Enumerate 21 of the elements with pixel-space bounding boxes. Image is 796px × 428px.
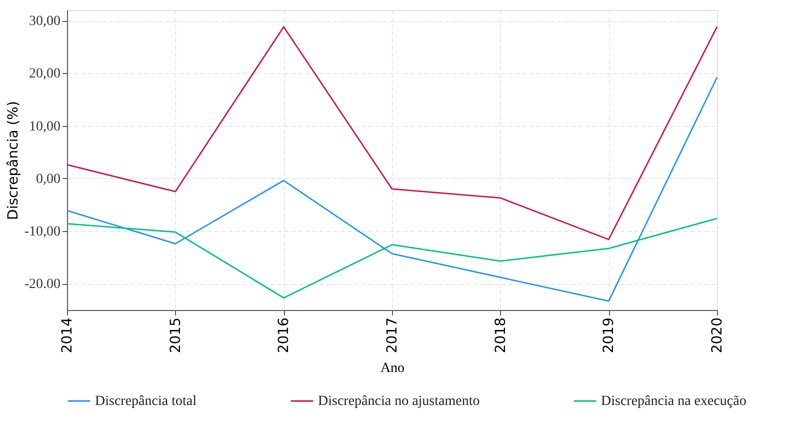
x-tick-label: 2019: [601, 318, 618, 354]
y-tick-label: 10,00: [29, 119, 60, 134]
x-tick-label: 2014: [60, 317, 76, 354]
legend-label: Discrepância no ajustamento: [318, 394, 480, 409]
x-tick-label: 2016: [276, 317, 292, 354]
y-tick-label: -20.00: [24, 277, 60, 292]
x-tick-label: 2020: [710, 318, 726, 354]
y-tick-label: 20,00: [29, 66, 60, 82]
legend-label: Discrepância na execução: [601, 394, 746, 409]
line-series: [66, 76, 718, 302]
legend-label: Discrepância total: [95, 394, 197, 409]
y-tick-label: 30,00: [29, 14, 60, 30]
y-tick-label: 0,00: [36, 172, 60, 187]
y-tick-label: -10,00: [24, 224, 60, 240]
x-tick-label: 2018: [492, 318, 509, 354]
line-series: [66, 218, 718, 299]
y-axis-title: Discrepância (%): [5, 101, 22, 220]
line-series: [66, 26, 718, 240]
x-tick-label: 2015: [168, 318, 184, 354]
x-axis-title: Ano: [380, 361, 405, 376]
x-tick-label: 2017: [384, 318, 400, 354]
